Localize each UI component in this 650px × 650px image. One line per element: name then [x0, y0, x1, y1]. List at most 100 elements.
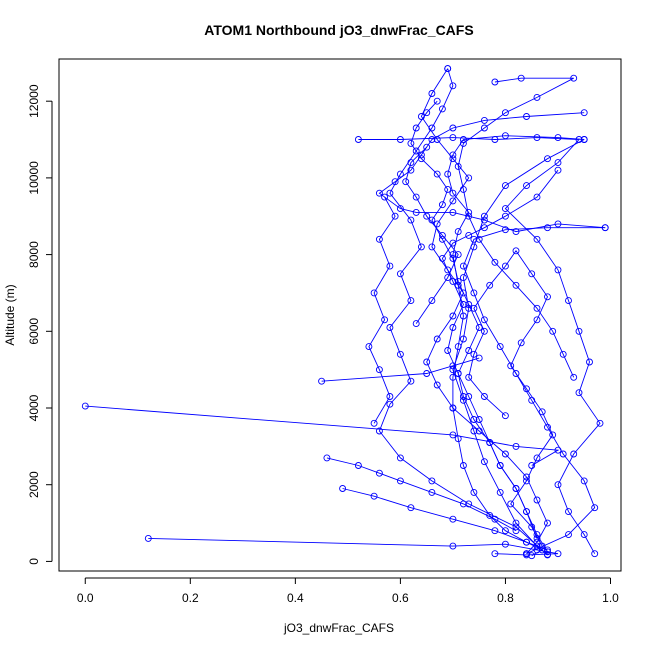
data-point — [523, 538, 530, 546]
data-point — [444, 185, 452, 193]
y-tick-label: 4000 — [27, 394, 41, 421]
data-point — [449, 82, 457, 90]
data-point — [459, 462, 467, 469]
data-point — [449, 124, 457, 132]
data-point — [565, 508, 572, 516]
data-point — [407, 377, 415, 385]
data-point — [586, 358, 593, 366]
x-tick-label: 0.6 — [392, 591, 409, 605]
data-point — [449, 366, 457, 374]
data-point — [354, 462, 362, 469]
data-point — [459, 185, 467, 193]
data-point — [554, 550, 562, 558]
data-point — [533, 93, 541, 101]
data-point — [491, 550, 499, 558]
data-point — [480, 458, 488, 466]
data-point — [554, 220, 562, 228]
data-point — [575, 136, 583, 143]
data-point — [396, 136, 404, 143]
data-point — [507, 500, 515, 508]
data-point — [423, 212, 431, 220]
y-axis-label: Altitude (m) — [3, 284, 17, 345]
series-14 — [465, 247, 557, 550]
data-point — [601, 224, 609, 232]
x-axis: 0.0 0.2 0.4 0.6 0.8 1.0 — [77, 577, 619, 605]
data-point — [396, 350, 404, 358]
data-point — [491, 136, 499, 143]
data-point — [449, 189, 457, 197]
data-point — [570, 74, 578, 82]
data-point — [470, 289, 478, 297]
data-point — [412, 124, 420, 132]
data-point — [381, 193, 389, 201]
series-10 — [339, 485, 551, 554]
y-tick-label: 2000 — [27, 471, 41, 498]
data-point — [396, 477, 404, 485]
data-point — [412, 208, 420, 216]
data-point — [523, 182, 530, 190]
data-point — [480, 216, 488, 224]
data-point — [486, 439, 494, 446]
data-point — [449, 254, 457, 262]
data-point — [386, 324, 394, 331]
data-point — [501, 109, 509, 117]
data-point — [501, 205, 509, 213]
data-point — [407, 166, 415, 174]
data-point — [480, 327, 488, 335]
data-point — [417, 155, 425, 163]
data-point — [423, 358, 431, 366]
data-point — [323, 454, 331, 462]
data-point — [428, 90, 436, 97]
data-point — [570, 450, 578, 458]
x-tick-label: 0.2 — [182, 591, 199, 605]
data-point — [517, 339, 525, 347]
data-point — [559, 350, 567, 358]
data-point — [554, 134, 562, 142]
data-point — [496, 462, 504, 469]
series-6 — [417, 65, 551, 558]
data-point — [339, 485, 347, 492]
data-point — [444, 266, 452, 274]
data-point — [470, 416, 478, 423]
data-point — [449, 197, 457, 205]
data-point — [391, 178, 399, 186]
data-point — [523, 508, 530, 516]
data-point — [449, 324, 457, 331]
x-tick-label: 0.8 — [497, 591, 514, 605]
y-tick-label: 8000 — [27, 241, 41, 268]
data-point — [428, 297, 436, 305]
data-point — [375, 469, 383, 477]
data-point — [475, 324, 483, 331]
data-point — [454, 370, 462, 377]
y-tick-label: 12000 — [27, 84, 41, 118]
data-point — [501, 450, 509, 458]
data-point — [523, 550, 530, 558]
data-point — [596, 419, 604, 427]
data-point — [501, 262, 509, 270]
data-point — [512, 523, 520, 531]
data-point — [412, 147, 420, 155]
data-point — [470, 350, 478, 358]
series-line — [148, 537, 559, 556]
data-point — [423, 143, 431, 151]
series-line — [85, 405, 560, 466]
data-point — [491, 78, 499, 86]
data-point — [580, 531, 588, 539]
series-11 — [323, 454, 520, 535]
data-point — [580, 477, 588, 485]
data-point — [533, 496, 541, 504]
data-point — [544, 293, 551, 301]
data-point — [407, 159, 415, 167]
data-point — [370, 492, 378, 500]
data-point — [533, 193, 541, 201]
data-point — [412, 320, 420, 328]
data-point — [417, 243, 425, 251]
data-point — [428, 488, 436, 496]
data-point — [533, 316, 541, 324]
data-point — [396, 454, 404, 462]
data-point — [501, 527, 509, 535]
data-point — [512, 281, 520, 289]
data-point — [375, 366, 383, 374]
y-tick-label: 6000 — [27, 318, 41, 345]
